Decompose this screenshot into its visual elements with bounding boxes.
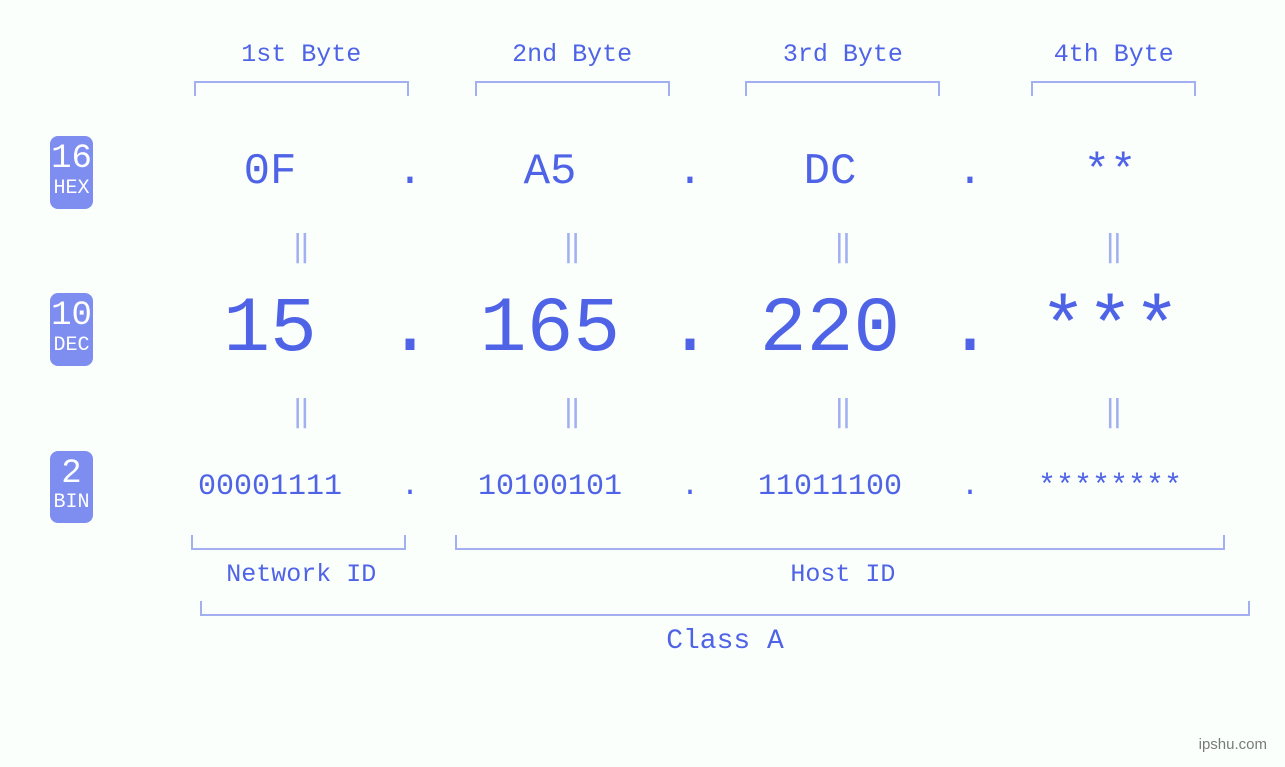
dot: .	[665, 147, 715, 197]
dec-byte-2: 165	[435, 286, 665, 374]
equals-icon: ‖	[461, 394, 683, 431]
id-brackets-row	[190, 535, 1225, 560]
hex-row: 16 HEX 0F . A5 . DC . **	[50, 136, 1225, 209]
spacer	[683, 40, 731, 69]
dec-byte-1: 15	[155, 286, 385, 374]
bin-badge: 2 BIN	[50, 451, 93, 524]
hex-badge-number: 16	[50, 142, 93, 178]
bracket-class	[200, 601, 1250, 616]
equals-row-2: ‖ ‖ ‖ ‖	[190, 394, 1225, 431]
class-label: Class A	[190, 626, 1260, 657]
spacer	[954, 40, 1002, 69]
bin-badge-number: 2	[50, 457, 93, 493]
bracket-network-id	[191, 535, 406, 550]
spacer	[412, 40, 460, 69]
bin-byte-1: 00001111	[155, 470, 385, 504]
dot: .	[385, 147, 435, 197]
equals-icon: ‖	[1003, 229, 1225, 266]
equals-icon: ‖	[461, 229, 683, 266]
equals-icon: ‖	[732, 394, 954, 431]
bin-badge-label: BIN	[50, 492, 93, 513]
class-bracket-wrap: Class A	[190, 601, 1260, 657]
equals-icon: ‖	[190, 394, 412, 431]
byte-header-1: 1st Byte	[190, 40, 412, 69]
dot: .	[385, 470, 435, 504]
bracket-byte-4	[1031, 81, 1196, 96]
hex-byte-3: DC	[715, 147, 945, 197]
hex-byte-2: A5	[435, 147, 665, 197]
dec-byte-4: ***	[995, 286, 1225, 374]
bracket-byte-3	[745, 81, 940, 96]
equals-icon: ‖	[1003, 394, 1225, 431]
watermark: ipshu.com	[1199, 736, 1267, 753]
top-brackets-row	[190, 69, 1225, 96]
dot: .	[945, 147, 995, 197]
bracket-byte-1	[194, 81, 409, 96]
dec-badge-label: DEC	[50, 335, 93, 356]
dot: .	[665, 470, 715, 504]
dec-row: 10 DEC 15 . 165 . 220 . ***	[50, 286, 1225, 374]
equals-row-1: ‖ ‖ ‖ ‖	[190, 229, 1225, 266]
dec-byte-3: 220	[715, 286, 945, 374]
dot: .	[945, 286, 995, 374]
bin-byte-3: 11011100	[715, 470, 945, 504]
dot: .	[385, 286, 435, 374]
id-labels-row: Network ID Host ID	[190, 560, 1225, 589]
hex-byte-4: **	[995, 147, 1225, 197]
bracket-byte-2	[475, 81, 670, 96]
hex-badge-label: HEX	[50, 178, 93, 199]
bin-row: 2 BIN 00001111 . 10100101 . 11011100 . *…	[50, 451, 1225, 524]
equals-icon: ‖	[732, 229, 954, 266]
dot: .	[945, 470, 995, 504]
byte-header-2: 2nd Byte	[461, 40, 683, 69]
bracket-host-id	[455, 535, 1225, 550]
hex-badge: 16 HEX	[50, 136, 93, 209]
dot: .	[665, 286, 715, 374]
bin-byte-2: 10100101	[435, 470, 665, 504]
dec-badge: 10 DEC	[50, 293, 93, 366]
equals-icon: ‖	[190, 229, 412, 266]
byte-headers-row: 1st Byte 2nd Byte 3rd Byte 4th Byte	[190, 40, 1225, 69]
byte-header-4: 4th Byte	[1003, 40, 1225, 69]
network-id-label: Network ID	[190, 560, 412, 589]
host-id-label: Host ID	[461, 560, 1225, 589]
byte-header-3: 3rd Byte	[732, 40, 954, 69]
bin-byte-4: ********	[995, 470, 1225, 504]
hex-byte-1: 0F	[155, 147, 385, 197]
dec-badge-number: 10	[50, 299, 93, 335]
